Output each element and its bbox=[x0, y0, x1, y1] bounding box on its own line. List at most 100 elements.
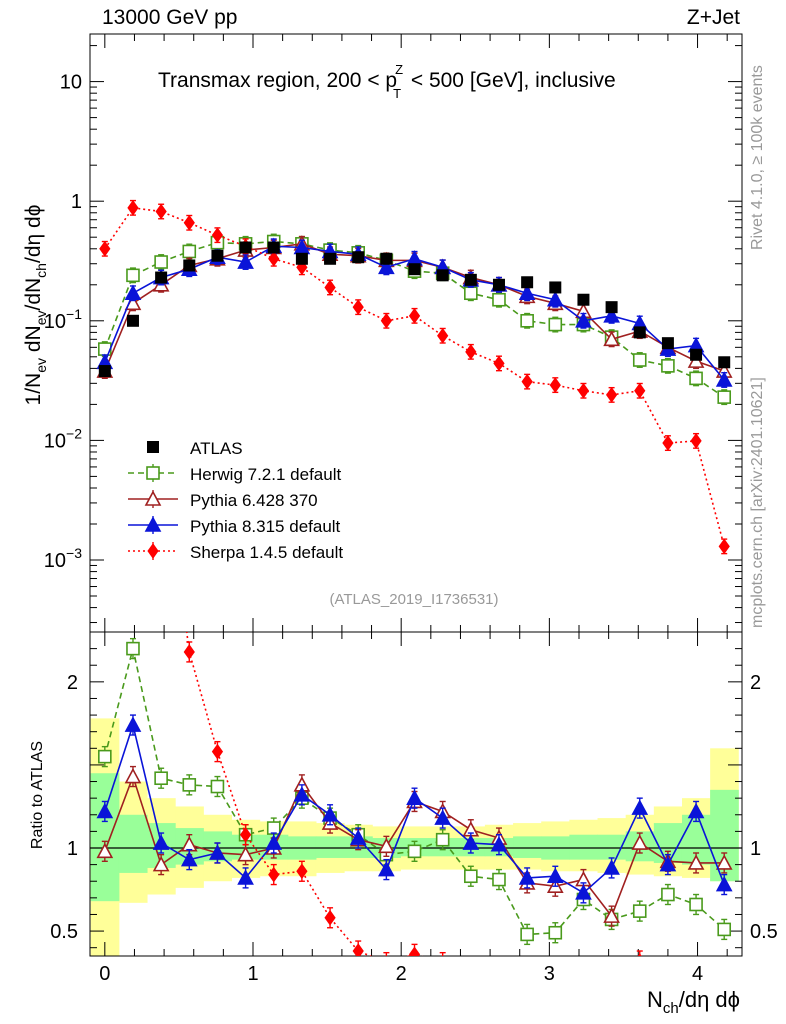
data-point bbox=[718, 538, 730, 555]
x-tick-label: 3 bbox=[544, 963, 555, 985]
plot-title: Transmax region, 200 < pZ T < 500 [GeV], … bbox=[158, 62, 616, 101]
ratio-point bbox=[96, 802, 114, 819]
ratio-point bbox=[603, 907, 620, 923]
ratio-y-tick-label: 2 bbox=[67, 672, 78, 694]
data-point bbox=[124, 284, 142, 301]
data-point bbox=[408, 263, 421, 276]
ratio-point bbox=[182, 778, 197, 792]
data-point bbox=[464, 286, 478, 301]
legend-label: Pythia 6.428 370 bbox=[190, 491, 318, 510]
data-point bbox=[237, 253, 254, 269]
x-tick-label: 1 bbox=[247, 963, 258, 985]
ratio-point bbox=[266, 821, 281, 835]
ratio-y-tick-label-right: 2 bbox=[750, 672, 761, 694]
ratio-point bbox=[324, 909, 336, 926]
ratio-point bbox=[296, 863, 308, 880]
ratio-point bbox=[126, 641, 140, 656]
data-point bbox=[546, 291, 564, 307]
data-point bbox=[605, 387, 618, 403]
ratio-point bbox=[378, 837, 395, 854]
data-point bbox=[662, 435, 674, 451]
legend-entry-pythia-6-428-370: Pythia 6.428 370 bbox=[128, 490, 318, 510]
ratio-point bbox=[183, 644, 195, 660]
process-label: Z+Jet bbox=[687, 6, 740, 29]
legend-marker bbox=[147, 543, 159, 559]
ratio-point bbox=[687, 802, 705, 819]
ratio-point bbox=[268, 866, 280, 883]
ratio-point bbox=[237, 845, 254, 862]
data-point bbox=[183, 214, 195, 231]
data-point bbox=[661, 337, 674, 350]
ratio-point bbox=[490, 835, 508, 852]
data-point bbox=[632, 353, 647, 367]
legend-entry-atlas: ATLAS bbox=[147, 439, 243, 458]
data-point bbox=[99, 240, 111, 257]
x-axis-label: Nch/dη dϕ bbox=[647, 987, 740, 1017]
data-point bbox=[239, 241, 252, 254]
legend-entry-pythia-8-315-default: Pythia 8.315 default bbox=[128, 516, 341, 536]
ratio-point bbox=[180, 850, 198, 867]
rivet-version-label: Rivet 4.1.0, ≥ 100k events bbox=[749, 65, 766, 250]
data-point bbox=[689, 371, 703, 386]
legend-label: Herwig 7.2.1 default bbox=[190, 465, 341, 484]
ratio-point bbox=[659, 855, 677, 872]
data-point bbox=[715, 371, 733, 387]
collision-label: 13000 GeV pp bbox=[102, 6, 237, 29]
ratio-point bbox=[632, 904, 647, 918]
ratio-point bbox=[441, 954, 444, 956]
y-tick-label: 10−2 bbox=[44, 425, 82, 452]
data-point bbox=[380, 252, 393, 265]
ratio-line-sherpa-1-4-5-default bbox=[185, 632, 423, 956]
data-point bbox=[518, 284, 536, 301]
series-atlas bbox=[98, 241, 731, 378]
data-point bbox=[154, 255, 168, 269]
series-sherpa-1-4-5-default bbox=[99, 199, 730, 555]
ratio-y-tick-label-right: 0.5 bbox=[750, 921, 778, 943]
legend-marker bbox=[144, 516, 162, 532]
ratio-point bbox=[96, 842, 114, 859]
data-point bbox=[183, 259, 196, 272]
data-point bbox=[406, 250, 423, 266]
data-point bbox=[408, 307, 421, 324]
data-point bbox=[634, 382, 646, 399]
ratio-point bbox=[265, 834, 283, 850]
ratio-point bbox=[631, 799, 649, 815]
ratio-point bbox=[548, 925, 563, 940]
ratio-series-pythia-8-315-default bbox=[96, 714, 733, 904]
ratio-point bbox=[546, 867, 564, 884]
data-point bbox=[577, 382, 590, 399]
legend-label: Sherpa 1.4.5 default bbox=[190, 543, 343, 562]
ratio-point bbox=[385, 954, 388, 956]
data-point bbox=[690, 348, 703, 361]
data-point bbox=[603, 307, 620, 323]
data-point bbox=[352, 299, 364, 316]
ratio-point bbox=[124, 716, 142, 732]
ratio-point bbox=[464, 869, 478, 884]
ratio-point bbox=[661, 887, 675, 902]
ratio-series-sherpa-1-4-5-default bbox=[183, 632, 643, 956]
ratio-point bbox=[520, 927, 534, 942]
data-point bbox=[155, 271, 168, 284]
data-point bbox=[690, 433, 702, 449]
data-point bbox=[126, 314, 139, 327]
ratio-band-1sigma bbox=[569, 834, 599, 860]
analysis-watermark: (ATLAS_2019_I1736531) bbox=[329, 591, 498, 608]
ratio-point bbox=[352, 943, 364, 956]
ratio-band-1sigma bbox=[315, 836, 345, 858]
mcplots-label: mcplots.cern.ch [arXiv:2401.10621] bbox=[749, 377, 766, 628]
ratio-point bbox=[152, 855, 170, 872]
legend: ATLAS Herwig 7.2.1 default Pythia 6.428 37… bbox=[128, 439, 343, 562]
ratio-point bbox=[406, 789, 423, 805]
ratio-point bbox=[211, 743, 224, 760]
legend-label: Pythia 8.315 default bbox=[190, 517, 341, 536]
ratio-y-tick-label: 0.5 bbox=[50, 921, 78, 943]
x-tick-label: 4 bbox=[692, 963, 703, 985]
data-point bbox=[575, 312, 592, 328]
data-point bbox=[211, 227, 224, 244]
ratio-band-1sigma bbox=[513, 836, 542, 858]
data-point bbox=[324, 252, 337, 265]
data-point bbox=[211, 249, 224, 262]
y-axis-label: 1/Nev dNev/dNch/dη dϕ bbox=[22, 205, 49, 406]
ratio-point bbox=[435, 832, 450, 847]
